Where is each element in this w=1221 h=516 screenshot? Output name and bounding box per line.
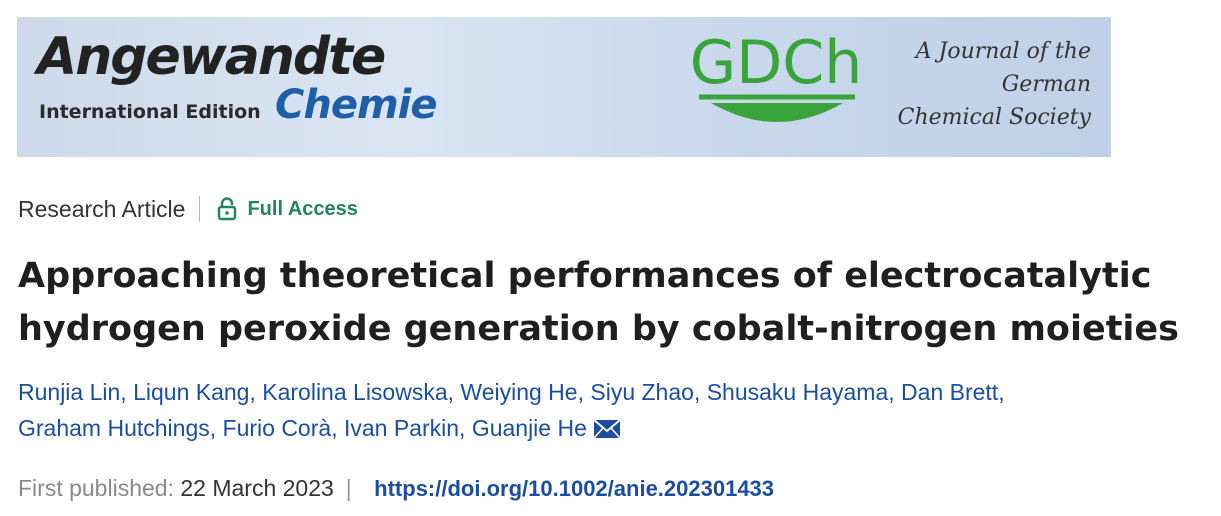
author-link[interactable]: Weiying He	[460, 379, 578, 405]
author-link[interactable]: Shusaku Hayama	[706, 379, 889, 405]
article-type: Research Article	[18, 195, 186, 222]
author-link-corresponding[interactable]: Guanjie He	[471, 415, 587, 441]
article-meta: Research Article Full Access	[18, 195, 358, 223]
doi-link[interactable]: https://doi.org/10.1002/anie.202301433	[374, 476, 775, 501]
published-date: 22 March 2023	[180, 475, 334, 501]
publication-info: First published: 22 March 2023 | https://…	[18, 473, 774, 504]
author-link[interactable]: Karolina Lisowska	[262, 379, 448, 405]
society-line-2: German	[1001, 72, 1091, 97]
society-line-3: Chemical Society	[897, 105, 1091, 130]
access-badge: Full Access	[247, 197, 358, 220]
gdch-logo-text: GDCh	[689, 28, 863, 98]
journal-subname: Chemie	[275, 82, 437, 128]
society-description: A Journal of the German Chemical Society	[861, 35, 1091, 134]
article-title: Approaching theoretical performances of …	[18, 256, 1179, 349]
author-link[interactable]: Furio Corà	[222, 415, 332, 441]
envelope-icon[interactable]	[593, 419, 621, 439]
gdch-arc-icon	[699, 94, 855, 122]
author-link[interactable]: Liqun Kang	[133, 379, 250, 405]
author-link[interactable]: Ivan Parkin	[343, 415, 460, 441]
journal-name: Angewandte	[37, 27, 386, 87]
gdch-logo: GDCh	[687, 31, 877, 141]
author-link[interactable]: Graham Hutchings	[18, 415, 210, 441]
published-label: First published:	[18, 475, 174, 501]
society-line-1: A Journal of the	[915, 39, 1091, 64]
lock-open-icon	[218, 197, 237, 221]
meta-divider	[199, 196, 201, 222]
author-list: Runjia Lin, Liqun Kang, Karolina Lisowsk…	[18, 379, 1005, 441]
journal-banner[interactable]: Angewandte International Edition Chemie …	[17, 17, 1111, 157]
pub-divider: |	[345, 475, 352, 501]
journal-edition: International Edition	[39, 101, 261, 123]
author-link[interactable]: Siyu Zhao	[590, 379, 694, 405]
author-link[interactable]: Runjia Lin	[18, 379, 121, 405]
author-link[interactable]: Dan Brett	[901, 379, 999, 405]
